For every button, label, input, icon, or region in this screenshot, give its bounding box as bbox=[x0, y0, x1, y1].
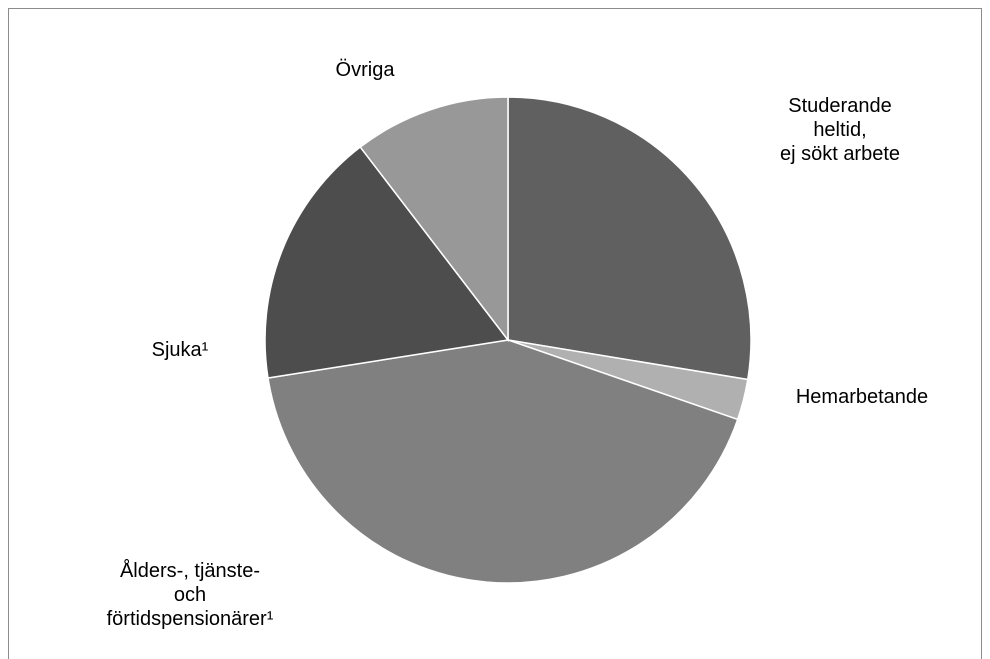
pie-slice bbox=[507, 96, 752, 381]
pie-slice bbox=[267, 339, 739, 584]
slice-label: Hemarbetande bbox=[795, 386, 929, 408]
slice-label: Studerande heltid, ej sökt arbete bbox=[779, 95, 901, 165]
frame bbox=[8, 8, 982, 659]
slice-label: Sjuka¹ bbox=[151, 339, 209, 361]
pie-slice bbox=[264, 146, 510, 379]
slice-label: Ålders-, tjänste- och förtidspensionärer… bbox=[106, 560, 274, 630]
slice-label: Övriga bbox=[335, 59, 395, 81]
pie-slice bbox=[359, 96, 509, 343]
